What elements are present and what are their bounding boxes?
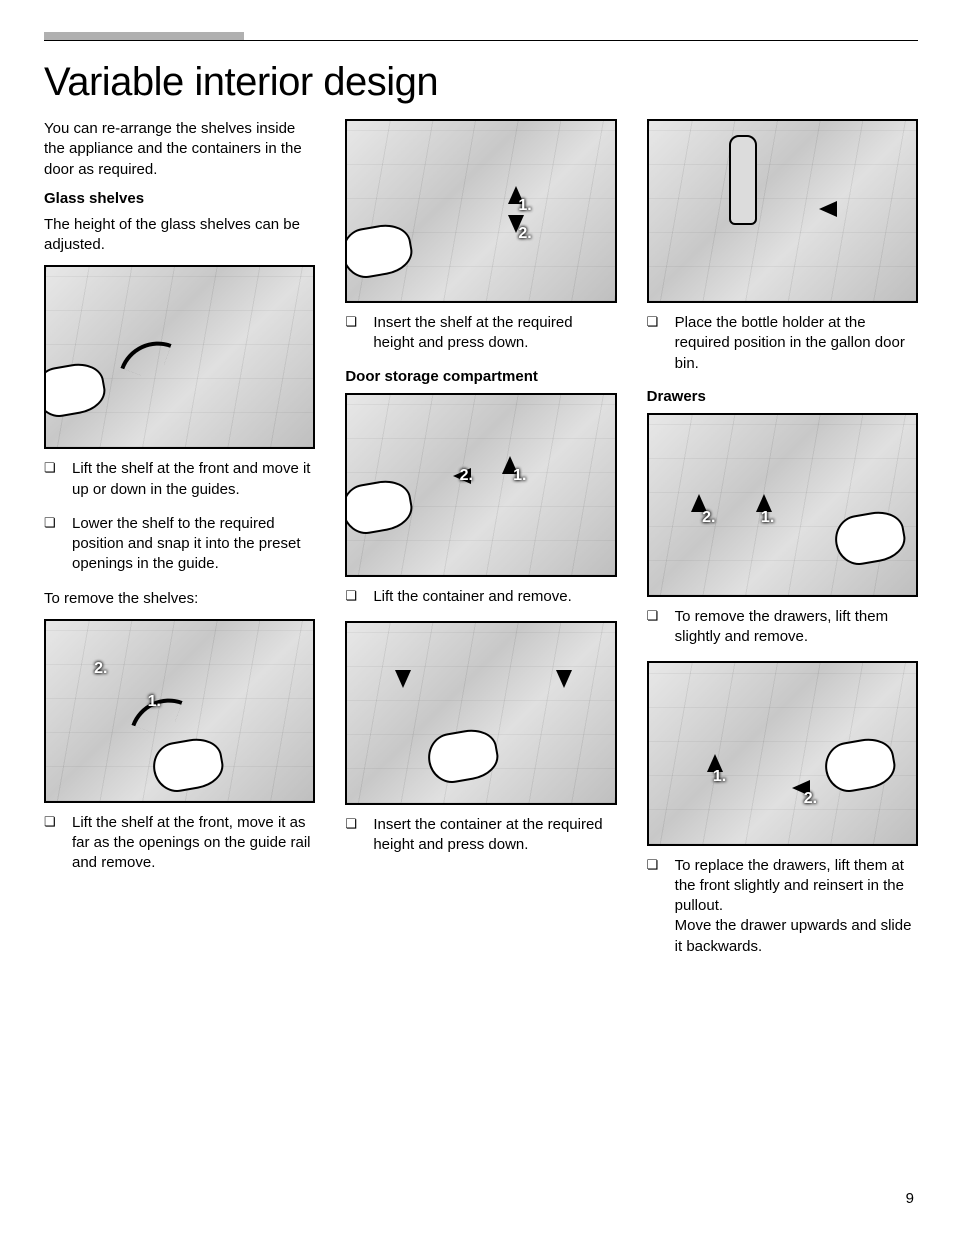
arrow-down-icon [395, 670, 411, 688]
bullet-remove-shelf: ❏ Lift the shelf at the front, move it a… [44, 813, 315, 874]
bullet-marker-icon: ❏ [647, 856, 661, 957]
header-rule [44, 40, 918, 41]
glass-shelves-desc: The height of the glass shelves can be a… [44, 215, 315, 256]
intro-text: You can re-arrange the shelves inside th… [44, 119, 315, 180]
arrow-up-icon [756, 494, 772, 512]
arrow-icon [121, 330, 172, 381]
figure-drawer-replace: 1. 2. [647, 661, 918, 845]
page-title: Variable interior design [44, 60, 918, 105]
bullet-bottle-holder: ❏ Place the bottle holder at the require… [647, 313, 918, 374]
bullet-insert-container: ❏ Insert the container at the required h… [345, 815, 616, 856]
bullet-line: To replace the drawers, lift them at the… [675, 857, 904, 915]
door-storage-heading: Door storage compartment [345, 368, 616, 385]
figure-shelf-insert: 1. 2. [345, 119, 616, 303]
bullet-text: Lift the shelf at the front and move it … [72, 459, 315, 500]
figure-container-lift: 2. 1. [345, 393, 616, 577]
remove-shelves-text: To remove the shelves: [44, 589, 315, 609]
arrow-up-icon [691, 494, 707, 512]
arrow-down-icon [508, 215, 524, 233]
bullet-text: Insert the shelf at the required height … [373, 313, 616, 354]
bullet-marker-icon: ❏ [44, 514, 58, 575]
hand-icon [149, 734, 227, 795]
hand-icon [345, 220, 415, 281]
bullet-marker-icon: ❏ [647, 313, 661, 374]
bullet-lower-shelf: ❏ Lower the shelf to the required positi… [44, 514, 315, 575]
bullet-marker-icon: ❏ [345, 313, 359, 354]
bullet-line: Move the drawer upwards and slide it bac… [675, 917, 912, 954]
bullet-replace-drawer: ❏ To replace the drawers, lift them at t… [647, 856, 918, 957]
figure-shelf-adjust [44, 265, 315, 449]
glass-shelves-heading: Glass shelves [44, 190, 315, 207]
bullet-text: Lower the shelf to the required position… [72, 514, 315, 575]
arrow-left-icon [453, 468, 471, 484]
page-number: 9 [906, 1190, 914, 1207]
figure-shelf-remove: 2. 1. [44, 619, 315, 803]
hand-icon [44, 359, 109, 420]
arrow-up-icon [502, 456, 518, 474]
column-2: 1. 2. ❏ Insert the shelf at the required… [345, 119, 616, 971]
page-content: Variable interior design You can re-arra… [44, 60, 918, 971]
arrow-up-icon [707, 754, 723, 772]
bullet-marker-icon: ❏ [345, 587, 359, 607]
bullet-marker-icon: ❏ [44, 459, 58, 500]
bullet-lift-shelf: ❏ Lift the shelf at the front and move i… [44, 459, 315, 500]
bullet-marker-icon: ❏ [44, 813, 58, 874]
drawers-heading: Drawers [647, 388, 918, 405]
bottle-icon [729, 135, 757, 225]
bullet-text: Lift the shelf at the front, move it as … [72, 813, 315, 874]
column-layout: You can re-arrange the shelves inside th… [44, 119, 918, 971]
bullet-marker-icon: ❏ [345, 815, 359, 856]
bullet-text: To remove the drawers, lift them slightl… [675, 607, 918, 648]
hand-icon [345, 476, 415, 537]
figure-container-insert [345, 621, 616, 805]
arrow-icon [131, 687, 182, 738]
arrow-left-icon [792, 780, 810, 796]
bullet-text: Lift the container and remove. [373, 587, 616, 607]
hand-icon [424, 726, 502, 787]
arrow-up-icon [508, 186, 524, 204]
figure-bottle-holder [647, 119, 918, 303]
bullet-lift-container: ❏ Lift the container and remove. [345, 587, 616, 607]
arrow-down-icon [556, 670, 572, 688]
figure-drawer-remove: 2. 1. [647, 413, 918, 597]
hand-icon [821, 734, 899, 795]
arrow-left-icon [819, 201, 837, 217]
bullet-text: To replace the drawers, lift them at the… [675, 856, 918, 957]
header-accent-bar [44, 32, 244, 40]
column-1: You can re-arrange the shelves inside th… [44, 119, 315, 971]
hand-icon [831, 507, 909, 568]
figure-label: 2. [94, 660, 107, 678]
bullet-insert-shelf: ❏ Insert the shelf at the required heigh… [345, 313, 616, 354]
bullet-remove-drawer: ❏ To remove the drawers, lift them sligh… [647, 607, 918, 648]
bullet-text: Insert the container at the required hei… [373, 815, 616, 856]
column-3: ❏ Place the bottle holder at the require… [647, 119, 918, 971]
bullet-text: Place the bottle holder at the required … [675, 313, 918, 374]
bullet-marker-icon: ❏ [647, 607, 661, 648]
